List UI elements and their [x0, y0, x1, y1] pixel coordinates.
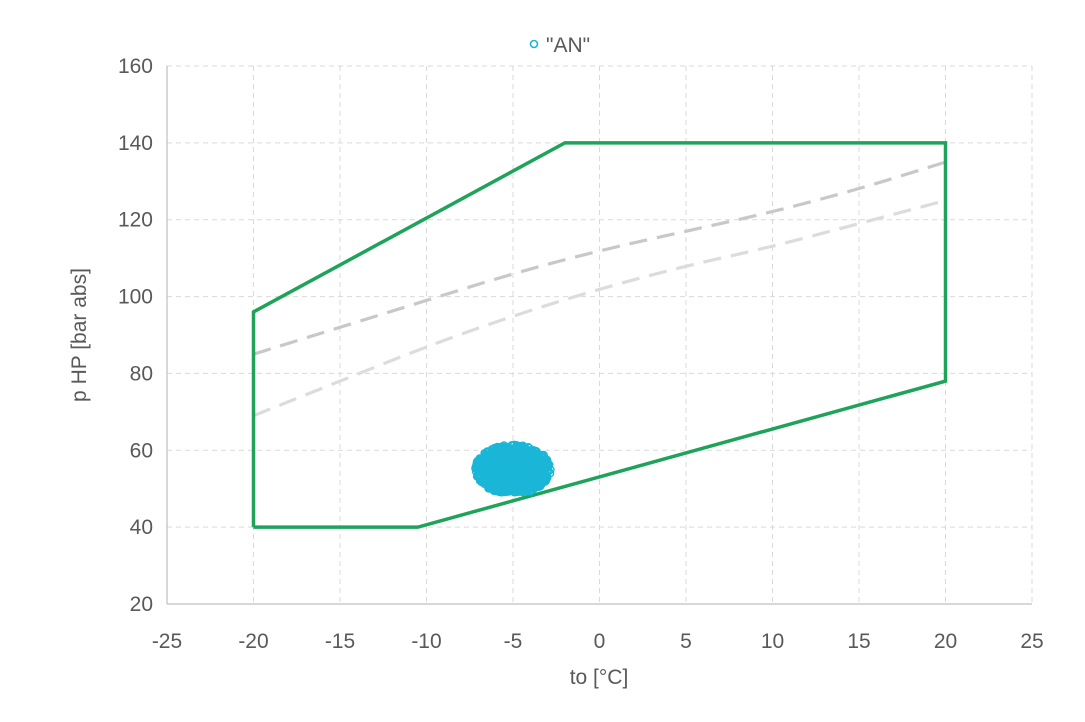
data-point	[536, 482, 545, 491]
y-tick-label: 60	[130, 439, 153, 462]
x-tick-label: 5	[680, 630, 692, 653]
data-point	[524, 462, 533, 471]
axis-layer: -25 -20 -15 -10 -5 0 5 10 15 20 25 20 40 60 80 100 120 14…	[118, 55, 1044, 653]
data-point	[527, 471, 536, 480]
dashed-reference-curve	[252, 198, 946, 418]
y-tick-label: 100	[118, 286, 153, 309]
data-point	[504, 464, 513, 473]
data-point	[519, 468, 528, 477]
y-tick-label: 40	[130, 516, 153, 539]
data-point	[479, 460, 488, 469]
series-layer	[251, 141, 948, 529]
y-tick-label: 80	[130, 362, 153, 385]
data-point	[542, 471, 551, 480]
data-point	[506, 457, 515, 466]
data-point	[510, 473, 519, 482]
data-point	[526, 446, 535, 455]
data-point	[473, 471, 482, 480]
x-tick-label: -15	[325, 630, 355, 653]
data-point	[532, 452, 541, 461]
data-point	[477, 476, 486, 485]
x-tick-label: -10	[411, 630, 441, 653]
x-tick-label: -20	[238, 630, 268, 653]
data-point	[522, 451, 531, 460]
data-point	[511, 488, 520, 497]
data-point	[495, 467, 504, 476]
scatter-series-an	[471, 440, 555, 497]
data-point	[517, 442, 526, 451]
legend-label-an: "AN"	[546, 34, 590, 57]
operating-envelope	[251, 141, 948, 529]
legend-marker-an	[529, 39, 539, 49]
x-tick-label: 0	[594, 630, 606, 653]
y-axis-title: p HP [bar abs]	[68, 268, 91, 402]
data-point	[543, 456, 552, 465]
x-tick-label: 20	[934, 630, 957, 653]
x-tick-label: 10	[761, 630, 784, 653]
data-point	[480, 469, 489, 478]
data-point	[500, 482, 509, 491]
data-point	[493, 459, 502, 468]
y-tick-label: 20	[130, 593, 153, 616]
data-point	[498, 484, 507, 493]
data-point	[537, 472, 546, 481]
x-tick-label: -5	[504, 630, 523, 653]
y-tick-label: 140	[118, 132, 153, 155]
x-tick-label: 25	[1020, 630, 1043, 653]
data-point	[497, 446, 506, 455]
grid-layer	[167, 65, 1033, 604]
x-axis-title: to [°C]	[570, 666, 629, 689]
data-point	[475, 459, 484, 468]
y-tick-label: 120	[118, 209, 153, 232]
data-point	[519, 483, 528, 492]
data-point	[520, 479, 529, 488]
data-point	[508, 478, 517, 487]
legend: "AN"	[529, 34, 590, 57]
data-point	[491, 485, 500, 494]
data-point	[536, 454, 545, 463]
data-point	[511, 464, 520, 473]
data-point	[505, 449, 514, 458]
y-tick-label: 160	[118, 55, 153, 78]
x-tick-label: 15	[847, 630, 870, 653]
data-point	[497, 459, 506, 468]
dashed-reference-curve	[253, 160, 946, 356]
data-point	[482, 448, 491, 457]
x-tick-label: -25	[152, 630, 182, 653]
data-point	[523, 456, 532, 465]
data-point	[510, 476, 519, 485]
data-point	[536, 464, 545, 473]
data-point	[511, 443, 520, 452]
